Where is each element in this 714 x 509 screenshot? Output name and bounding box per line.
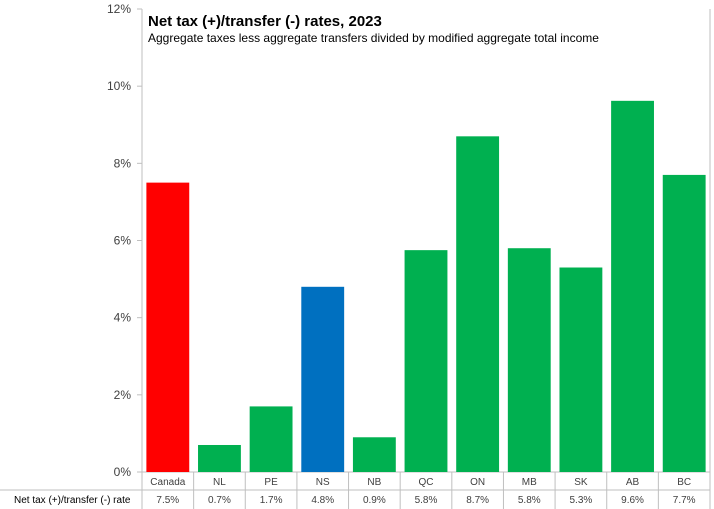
bar-sk bbox=[559, 267, 603, 472]
bar-bc bbox=[662, 174, 706, 473]
value-label: 7.7% bbox=[673, 495, 696, 506]
category-label: ON bbox=[470, 477, 485, 488]
value-label: 9.6% bbox=[621, 495, 644, 506]
bar-ab bbox=[611, 100, 654, 472]
y-axis-ticks: 0% 2% 4% 6% 8% 10% 12% bbox=[107, 2, 142, 479]
category-label: AB bbox=[626, 477, 640, 488]
y-tick-label: 6% bbox=[114, 234, 132, 248]
bar-canada bbox=[146, 182, 190, 472]
category-label: NB bbox=[367, 477, 381, 488]
category-label: BC bbox=[677, 477, 691, 488]
y-tick-label: 12% bbox=[107, 2, 131, 16]
y-tick-label: 4% bbox=[114, 311, 132, 325]
y-tick-label: 2% bbox=[114, 388, 132, 402]
table-row-label: Net tax (+)/transfer (-) rate bbox=[14, 495, 131, 506]
bar-qc bbox=[404, 250, 448, 472]
bar-nb bbox=[352, 437, 396, 472]
value-label: 1.7% bbox=[260, 495, 283, 506]
category-label: Canada bbox=[150, 477, 185, 488]
category-label: NL bbox=[213, 477, 226, 488]
value-label: 5.8% bbox=[518, 495, 541, 506]
value-label: 8.7% bbox=[466, 495, 489, 506]
bars bbox=[146, 100, 706, 473]
category-label: PE bbox=[264, 477, 278, 488]
value-label: 5.3% bbox=[570, 495, 593, 506]
y-tick-label: 10% bbox=[107, 79, 131, 93]
category-label: QC bbox=[419, 477, 434, 488]
value-label: 0.9% bbox=[363, 495, 386, 506]
bar-nl bbox=[198, 444, 241, 472]
category-label: NS bbox=[316, 477, 330, 488]
category-label: SK bbox=[574, 477, 588, 488]
bar-mb bbox=[507, 248, 551, 472]
category-label: MB bbox=[522, 477, 537, 488]
bar-on bbox=[456, 136, 500, 472]
bar-ns bbox=[301, 286, 345, 472]
value-label: 0.7% bbox=[208, 495, 231, 506]
value-label: 4.8% bbox=[311, 495, 334, 506]
bar-pe bbox=[249, 406, 293, 472]
value-label: 7.5% bbox=[156, 495, 179, 506]
chart-subtitle: Aggregate taxes less aggregate transfers… bbox=[148, 31, 599, 45]
data-table: Net tax (+)/transfer (-) rate Canada 7.5% N… bbox=[14, 477, 696, 506]
value-label: 5.8% bbox=[415, 495, 438, 506]
chart-title: Net tax (+)/transfer (-) rates, 2023 bbox=[148, 13, 382, 30]
y-tick-label: 0% bbox=[114, 465, 132, 479]
y-tick-label: 8% bbox=[114, 156, 132, 170]
